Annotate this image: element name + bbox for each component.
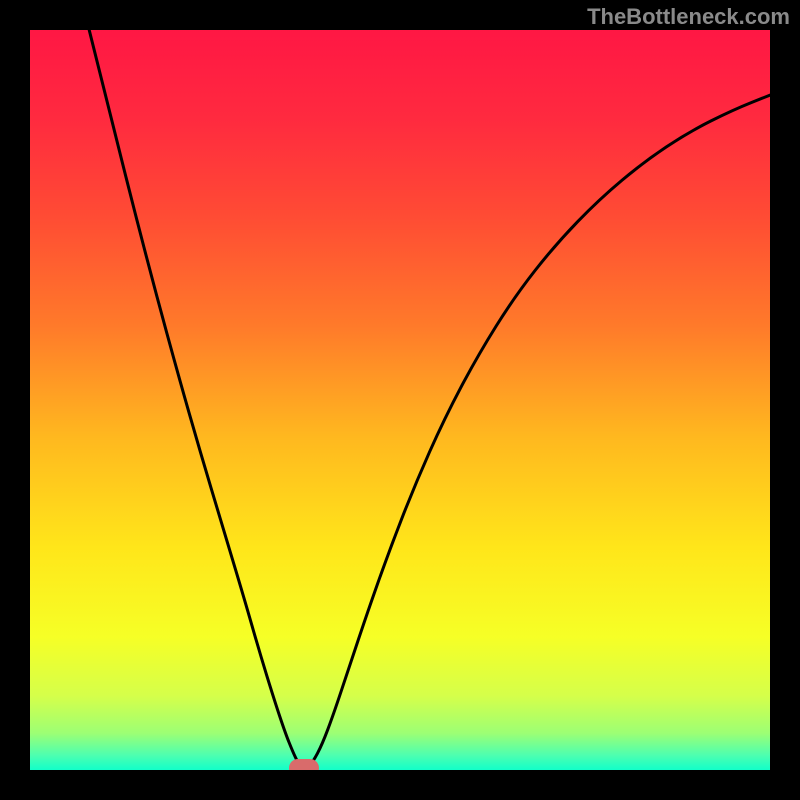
curve-left-branch: [89, 30, 302, 768]
chart-container: TheBottleneck.com: [0, 0, 800, 800]
watermark-text: TheBottleneck.com: [587, 4, 790, 30]
curve-right-branch: [308, 95, 771, 768]
bottleneck-curve: [30, 30, 770, 770]
optimal-point-marker: [289, 759, 319, 770]
plot-area: [30, 30, 770, 770]
